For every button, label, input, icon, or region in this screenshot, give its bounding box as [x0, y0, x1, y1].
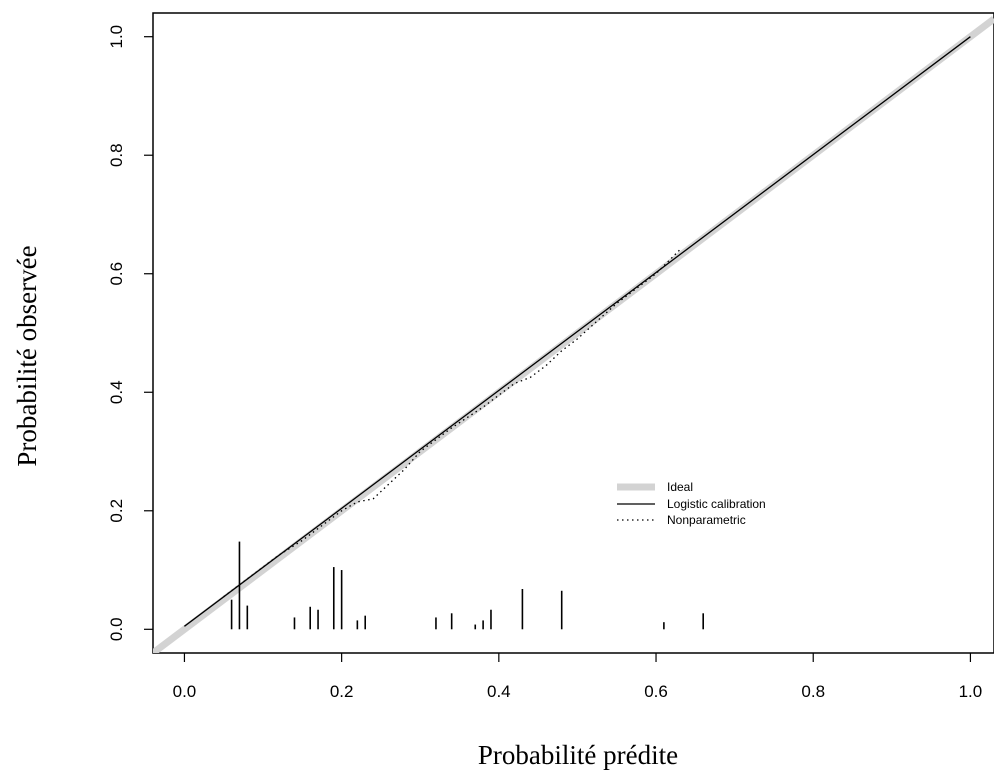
- logistic-calibration-line: [184, 36, 971, 627]
- legend: Ideal Logistic calibration Nonparametric: [617, 480, 766, 527]
- legend-logistic-label: Logistic calibration: [667, 497, 766, 511]
- x-tick-label: 0.8: [801, 682, 825, 701]
- x-tick-label: 0.6: [644, 682, 668, 701]
- axes-layer: 0.0 0.2 0.4 0.6 0.8 1.0 0.0 0.2 0.4 0.6 0.8 1.0: [107, 25, 982, 701]
- y-tick-label: 0.2: [107, 499, 126, 523]
- y-tick-label: 0.0: [107, 617, 126, 641]
- y-tick-label: 0.6: [107, 262, 126, 286]
- data-layer: [153, 16, 994, 653]
- y-tick-label: 0.8: [107, 143, 126, 167]
- x-tick-label: 0.0: [173, 682, 197, 701]
- y-tick-label: 1.0: [107, 25, 126, 49]
- plot-frame: [152, 12, 994, 654]
- nonparametric-line: [223, 249, 681, 598]
- x-tick-label: 0.4: [487, 682, 511, 701]
- x-axis-title: Probabilité prédite: [478, 740, 678, 770]
- x-tick-label: 1.0: [959, 682, 983, 701]
- x-tick-label: 0.2: [330, 682, 354, 701]
- legend-nonparametric-label: Nonparametric: [667, 513, 746, 527]
- y-tick-label: 0.4: [107, 380, 126, 404]
- y-axis-title: Probabilité observée: [12, 245, 42, 466]
- legend-ideal-label: Ideal: [667, 480, 693, 494]
